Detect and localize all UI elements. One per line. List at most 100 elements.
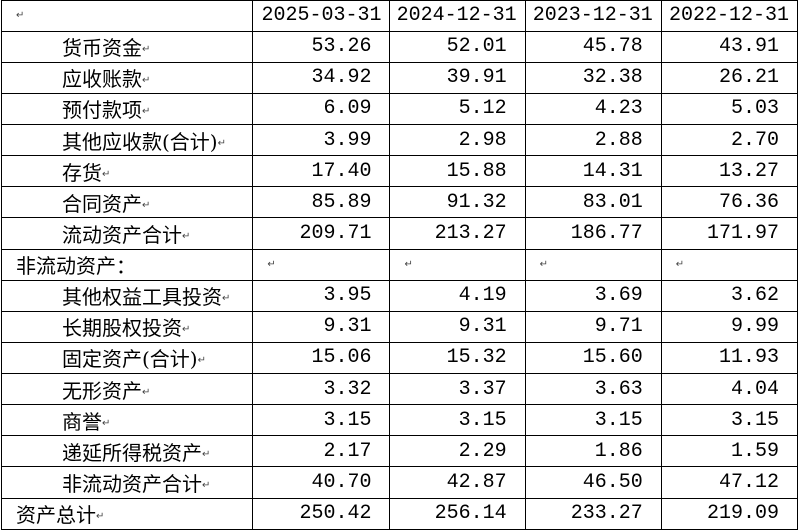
value-cell-text: 3.15: [594, 408, 643, 432]
value-cell: 5.12: [389, 92, 526, 125]
value-cell-text: 1.59: [730, 439, 779, 463]
value-cell-text: 3.95: [323, 284, 372, 308]
value-cell-text: 3.15: [323, 408, 372, 432]
value-cell: 3.69: [524, 279, 662, 312]
row-label-text: 长期股权投资: [62, 316, 190, 340]
value-cell: 40.70: [252, 466, 391, 499]
value-cell-text: 76.36: [718, 190, 779, 214]
value-cell: 3.32: [252, 373, 391, 406]
value-cell: 26.21: [660, 61, 799, 94]
value-cell-text: 3.15: [458, 408, 507, 432]
data-row: 预付款项 6.09 5.12 4.23 5.03: [0, 92, 799, 125]
data-row: 非流动资产合计 40.70 42.87 46.50 47.12: [0, 466, 799, 499]
value-cell-text: 250.42: [299, 502, 372, 526]
data-row: 应收账款 34.92 39.91 32.38 26.21: [0, 61, 799, 94]
value-cell: 171.97: [660, 217, 799, 250]
value-cell-text: 32.38: [582, 66, 643, 90]
value-cell: 186.77: [524, 217, 662, 250]
value-cell: 3.15: [660, 404, 799, 437]
value-cell: 3.15: [524, 404, 662, 437]
empty-cell: [389, 248, 526, 281]
value-cell-text: 15.06: [311, 346, 372, 370]
value-cell: 3.15: [252, 404, 391, 437]
value-cell: 13.27: [660, 155, 799, 188]
value-cell-text: 9.31: [458, 315, 507, 339]
row-label-text: 递延所得税资产: [62, 441, 210, 465]
value-cell: 219.09: [660, 497, 799, 531]
value-cell-text: 34.92: [311, 66, 372, 90]
data-row: 流动资产合计 209.71 213.27 186.77 171.97: [0, 217, 799, 250]
data-row: 存货 17.40 15.88 14.31 13.27: [0, 155, 799, 188]
value-cell-text: 11.93: [718, 346, 779, 370]
value-cell: 2.70: [660, 123, 799, 157]
value-cell-text: 9.31: [323, 315, 372, 339]
value-cell-text: 233.27: [570, 502, 643, 526]
row-label: 资产总计: [0, 497, 254, 531]
row-label: 长期股权投资: [0, 310, 254, 343]
value-cell-text: 47.12: [718, 471, 779, 495]
value-cell-text: 2.88: [594, 128, 643, 152]
row-label-text: 货币资金: [62, 36, 150, 60]
value-cell-text: 1.86: [594, 439, 643, 463]
empty-cell: [252, 248, 391, 281]
value-cell: 3.95: [252, 279, 391, 312]
row-label: 应收账款: [0, 61, 254, 94]
row-label-text: 存货: [62, 161, 110, 185]
value-cell-text: 13.27: [718, 159, 779, 183]
header-row: 2025-03-31 2024-12-31 2023-12-31 2022-12-31: [0, 0, 799, 32]
value-cell-text: 4.19: [458, 284, 507, 308]
header-cell-text: 2025-03-31: [261, 4, 382, 28]
value-cell-text: 42.87: [446, 471, 507, 495]
value-cell: 9.31: [252, 310, 391, 343]
value-cell: 83.01: [524, 186, 662, 219]
value-cell-text: 3.32: [323, 377, 372, 401]
data-row: 其他应收款(合计) 3.99 2.98 2.88 2.70: [0, 123, 799, 157]
value-cell: 15.60: [524, 341, 662, 375]
value-cell: 53.26: [252, 30, 391, 63]
header-cell: 2022-12-31: [660, 0, 799, 32]
row-label-text: 非流动资产：: [16, 254, 136, 279]
value-cell: 45.78: [524, 30, 662, 63]
value-cell-text: 14.31: [582, 159, 643, 183]
value-cell-text: 2.29: [458, 439, 507, 463]
value-cell-text: 3.15: [730, 408, 779, 432]
data-row: 无形资产 3.32 3.37 3.63 4.04: [0, 373, 799, 406]
value-cell-text: 15.32: [446, 346, 507, 370]
value-cell-text: 45.78: [582, 35, 643, 59]
value-cell-text: 3.69: [594, 284, 643, 308]
value-cell-text: 43.91: [718, 35, 779, 59]
value-cell: 15.88: [389, 155, 526, 188]
value-cell-text: 4.04: [730, 377, 779, 401]
value-cell-text: 2.17: [323, 439, 372, 463]
header-cell: 2024-12-31: [389, 0, 526, 32]
row-label-text: 非流动资产合计: [62, 472, 210, 496]
data-row: 递延所得税资产 2.17 2.29 1.86 1.59: [0, 435, 799, 468]
row-label-text: 资产总计: [16, 503, 104, 527]
data-row: 资产总计 250.42 256.14 233.27 219.09: [0, 497, 799, 531]
value-cell-text: 91.32: [446, 190, 507, 214]
value-cell-text: 3.63: [594, 377, 643, 401]
value-cell-text: 9.71: [594, 315, 643, 339]
value-cell: 256.14: [389, 497, 526, 531]
value-cell: 85.89: [252, 186, 391, 219]
value-cell-text: 3.62: [730, 284, 779, 308]
value-cell: 91.32: [389, 186, 526, 219]
data-row: 商誉 3.15 3.15 3.15 3.15: [0, 404, 799, 437]
row-label-text: 其他权益工具投资: [62, 285, 230, 309]
value-cell-text: 5.03: [730, 97, 779, 121]
value-cell: 4.19: [389, 279, 526, 312]
value-cell-text: 17.40: [311, 159, 372, 183]
value-cell: 9.31: [389, 310, 526, 343]
value-cell-text: 3.37: [458, 377, 507, 401]
data-row: 其他权益工具投资 3.95 4.19 3.69 3.62: [0, 279, 799, 312]
value-cell-text: 26.21: [718, 66, 779, 90]
row-label: 货币资金: [0, 30, 254, 63]
value-cell: 2.98: [389, 123, 526, 157]
value-cell-text: 3.99: [323, 128, 372, 152]
row-label-text: 流动资产合计: [62, 223, 190, 247]
value-cell-text: 213.27: [434, 221, 507, 245]
value-cell-text: 52.01: [446, 35, 507, 59]
row-label-text: 无形资产: [62, 379, 150, 403]
value-cell: 1.59: [660, 435, 799, 468]
row-label: 合同资产: [0, 186, 254, 219]
